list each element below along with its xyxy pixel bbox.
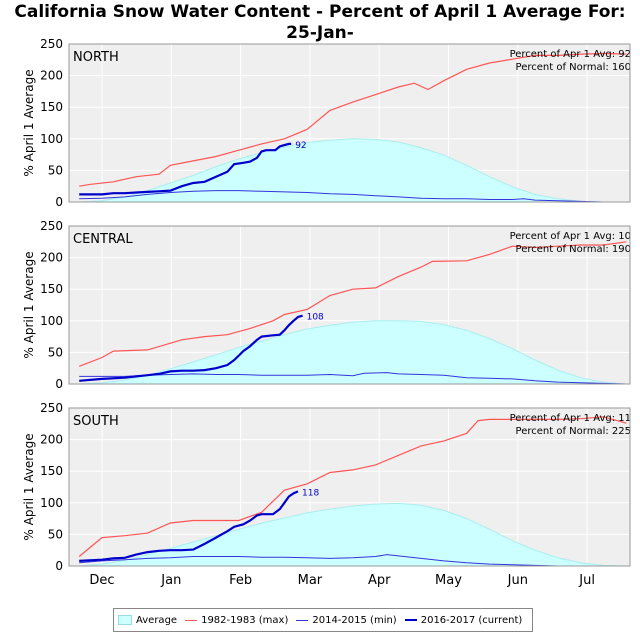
central-ytick-250: 250 — [40, 219, 63, 233]
north-ytick-0: 0 — [55, 195, 63, 209]
legend-max-swatch — [185, 619, 198, 621]
north-current-label: 92 — [295, 141, 306, 151]
south-ytick-0: 0 — [55, 559, 63, 573]
north-ytick-250: 250 — [40, 37, 63, 51]
north-ytick-50: 50 — [48, 163, 63, 177]
south-ytick-200: 200 — [40, 433, 63, 447]
central-series-max — [78, 241, 627, 367]
legend-min: 2014-2015 (min) — [296, 614, 397, 626]
north-ytick-150: 150 — [40, 100, 63, 114]
south-series-current — [79, 490, 299, 562]
central-panel-title: CENTRAL — [73, 232, 133, 247]
south-ytick-250: 250 — [40, 401, 63, 415]
legend-current-label: 2016-2017 (current) — [420, 614, 523, 626]
north-series-max — [79, 52, 627, 187]
south-series-min — [79, 554, 558, 567]
legend-max-label: 1982-1983 (max) — [201, 614, 289, 626]
xtick-feb: Feb — [229, 573, 252, 588]
south-ytick-50: 50 — [48, 527, 63, 541]
xtick-apr: Apr — [368, 573, 391, 588]
central-info-avg: Percent of Apr 1 Avg: 10 — [510, 231, 631, 242]
south-current-label: 118 — [302, 488, 319, 498]
legend-average-label: Average — [136, 614, 178, 626]
south-series-max — [78, 416, 627, 557]
central-ytick-200: 200 — [40, 251, 63, 265]
north-plot-border — [68, 43, 631, 203]
central-ytick-150: 150 — [40, 282, 63, 296]
legend-max: 1982-1983 (max) — [185, 615, 288, 626]
south-panel-title: SOUTH — [73, 414, 119, 429]
central-current-label: 108 — [307, 313, 324, 323]
central-ytick-100: 100 — [40, 314, 63, 328]
north-series-min — [79, 190, 627, 203]
legend-min-swatch — [296, 619, 309, 621]
south-plot-border — [68, 407, 631, 567]
central-ylabel: % April 1 Average — [22, 251, 36, 358]
chart-area: 0 50 100 150 200 250 92 NORTH Percent of Apr 1 A… — [22, 37, 631, 588]
south-series-average — [79, 502, 627, 567]
north-panel-title: NORTH — [73, 50, 119, 65]
north-ylabel: % April 1 Average — [22, 69, 36, 176]
south-ytick-100: 100 — [40, 496, 63, 510]
north-series-current — [79, 142, 292, 196]
legend-current-swatch — [404, 619, 417, 621]
central-ytick-50: 50 — [48, 345, 63, 359]
south-ylabel: % April 1 Average — [22, 433, 36, 540]
xtick-jun: Jun — [507, 573, 528, 588]
central-series-current — [79, 314, 303, 382]
xtick-jul: Jul — [578, 573, 595, 588]
legend-current: 2016-2017 (current) — [404, 614, 523, 626]
legend-average: Average — [118, 615, 177, 626]
south-ytick-150: 150 — [40, 464, 63, 478]
central-ytick-0: 0 — [55, 377, 63, 391]
legend-average-swatch — [118, 615, 132, 625]
central-plot-border — [68, 225, 631, 385]
legend: Average 1982-1983 (max) 2014-2015 (min) … — [113, 608, 533, 632]
chart-title-line1: California Snow Water Content - Percent … — [14, 2, 626, 43]
north-info-avg: Percent of Apr 1 Avg: 92 — [510, 49, 631, 60]
xtick-mar: Mar — [298, 573, 323, 588]
xtick-may: May — [435, 573, 462, 588]
south-info-avg: Percent of Apr 1 Avg: 11 — [510, 413, 631, 424]
north-ytick-100: 100 — [40, 132, 63, 146]
central-series-min — [79, 372, 627, 385]
north-info-normal: Percent of Normal: 160 — [516, 62, 631, 73]
xtick-dec: Dec — [89, 573, 114, 588]
south-info-normal: Percent of Normal: 225 — [516, 426, 631, 437]
north-series-average — [79, 138, 604, 203]
xtick-jan: Jan — [160, 573, 181, 588]
central-info-normal: Percent of Normal: 190 — [516, 244, 631, 255]
north-ytick-200: 200 — [40, 69, 63, 83]
legend-min-label: 2014-2015 (min) — [312, 614, 397, 626]
